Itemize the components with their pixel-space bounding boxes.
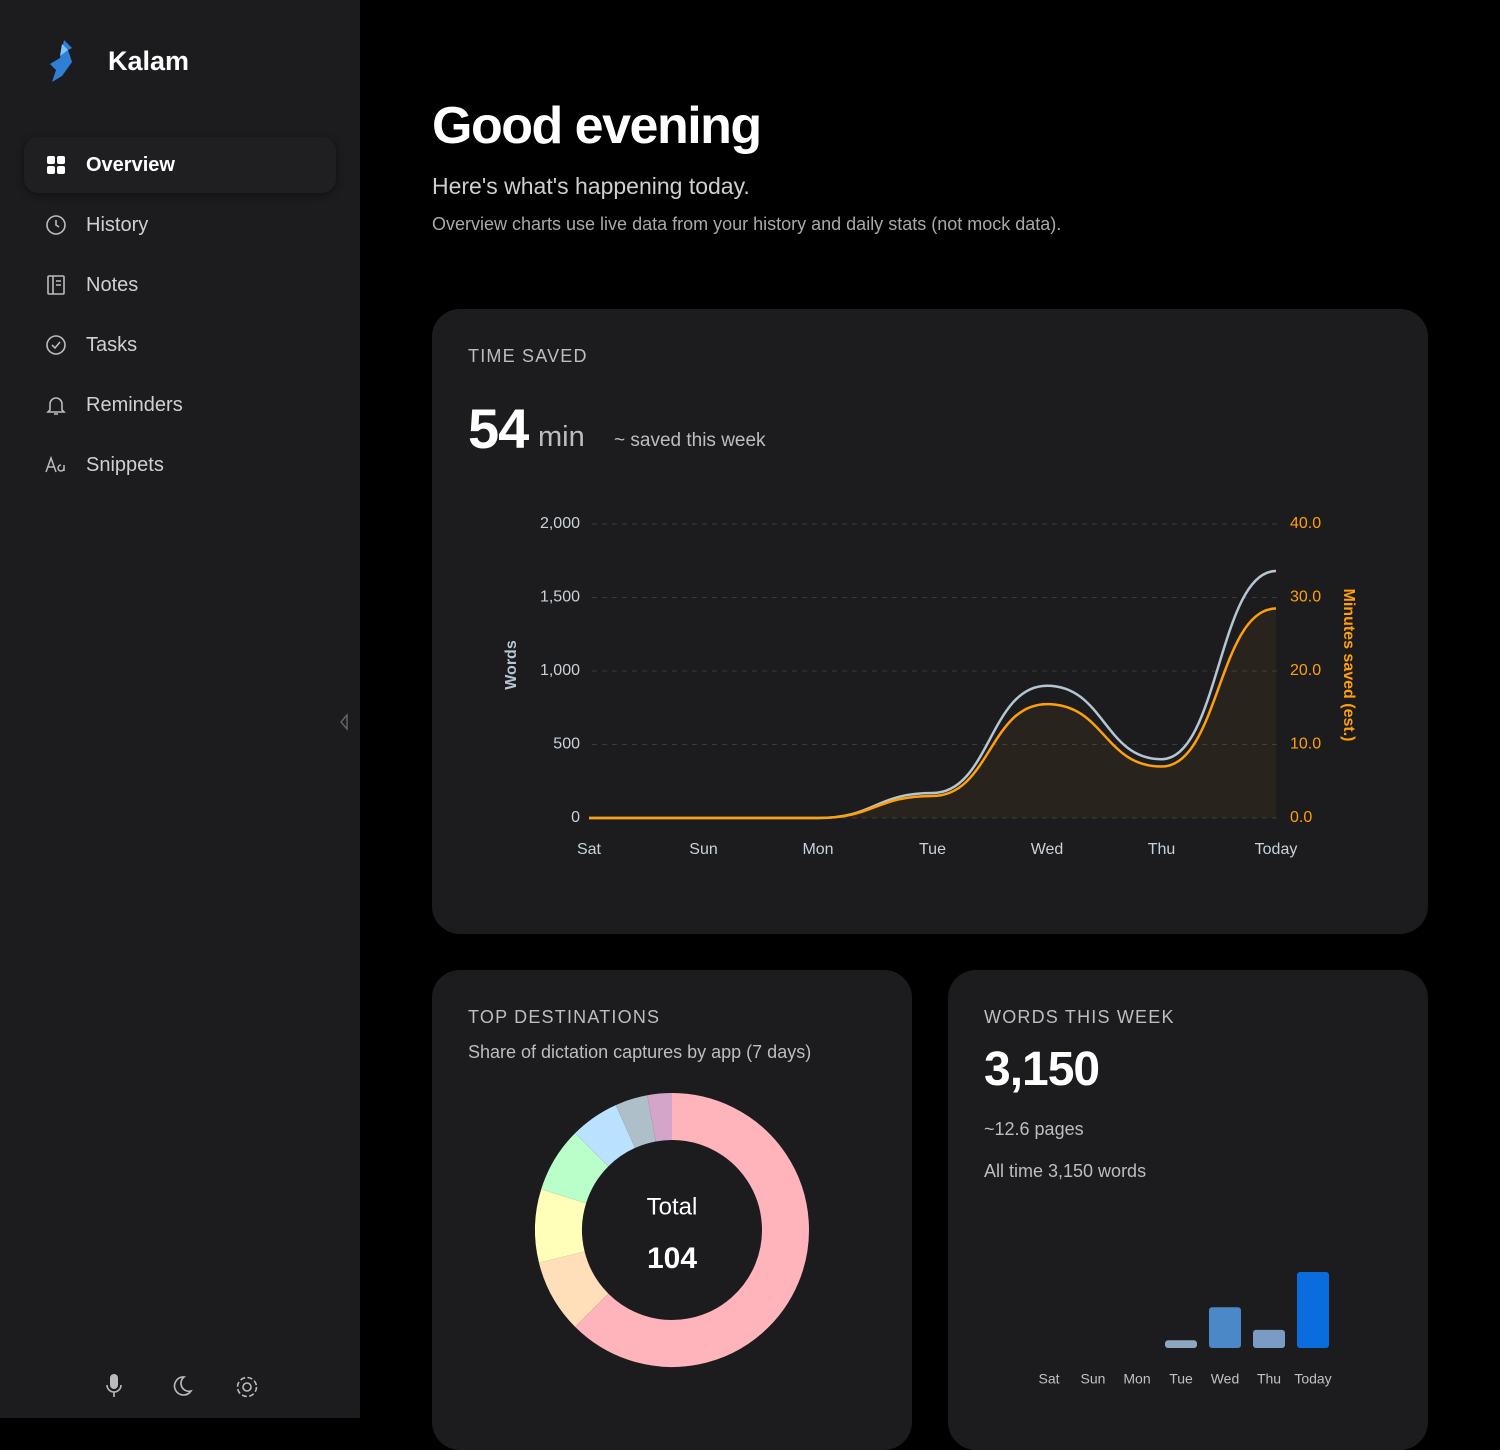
x-tick-label: Mon (1123, 1371, 1150, 1387)
nav-label: History (86, 213, 149, 236)
x-tick-label: Wed (1211, 1371, 1240, 1387)
bar (1297, 1272, 1329, 1348)
bar (1209, 1307, 1241, 1348)
donut-slice (615, 1095, 657, 1149)
subtitle: Here's what's happening today. (432, 173, 750, 199)
nav-label: Reminders (86, 393, 183, 416)
y-axis-label: Words (503, 640, 520, 690)
y2-tick-label: 0.0 (1290, 809, 1312, 826)
icon (47, 156, 65, 174)
y-tick-label: 2,000 (540, 515, 580, 532)
icon (46, 215, 66, 235)
x-tick-label: Sat (1038, 1371, 1059, 1387)
nav-label: Overview (86, 153, 175, 176)
y-tick-label: 0 (571, 809, 580, 826)
logo (50, 40, 72, 82)
x-tick-label: Sun (1081, 1371, 1106, 1387)
x-tick-label: Mon (802, 841, 833, 858)
sidebar: Kalam Overview History Notes Tasks Remin… (0, 0, 360, 1418)
y2-tick-label: 40.0 (1290, 515, 1321, 532)
x-tick-label: Tue (1169, 1371, 1193, 1387)
donut-slice (535, 1189, 587, 1263)
x-tick-label: Today (1255, 841, 1298, 858)
mic-button[interactable] (102, 1372, 126, 1400)
greeting: Good evening (432, 97, 762, 155)
pages: ~12.6 pages (984, 1119, 1084, 1139)
bar (1165, 1340, 1197, 1348)
nav-item[interactable]: Notes (24, 257, 336, 313)
nav-item[interactable]: Snippets (24, 437, 336, 493)
x-tick-label: Tue (919, 841, 946, 858)
card-title: TIME SAVED (468, 346, 588, 366)
destinations-card (432, 970, 912, 1450)
charts: 0 500 1,000 1,500 2,000 0.0 10.0 20.0 30.0 40.0 Sa… (503, 515, 1357, 1387)
area (589, 608, 1276, 818)
note: Overview charts use live data from your … (432, 214, 1062, 234)
x-tick-label: Today (1294, 1371, 1331, 1387)
headline-unit: min (538, 421, 585, 453)
icon (47, 275, 65, 295)
y-tick-label: 500 (553, 736, 580, 753)
y2-axis-label: Minutes saved (est.) (1340, 589, 1357, 742)
icon (46, 335, 66, 355)
x-tick-label: Thu (1257, 1371, 1281, 1387)
time-saved-card (432, 309, 1428, 934)
settings-button[interactable] (233, 1373, 261, 1401)
x-tick-label: Sun (689, 841, 717, 858)
y-tick-label: 1,500 (540, 589, 580, 606)
center-value: 104 (647, 1242, 697, 1275)
donut-slice (575, 1093, 809, 1367)
nav-item[interactable]: Tasks (24, 317, 336, 373)
app-name: Kalam (108, 46, 190, 76)
nav-label: Snippets (86, 453, 164, 476)
all-time: All time 3,150 words (984, 1161, 1147, 1181)
nav-item[interactable]: Reminders (24, 377, 336, 433)
nav-label: Tasks (86, 333, 138, 356)
card-subtitle: Share of dictation captures by app (7 da… (468, 1042, 812, 1062)
headline-value: 54 (468, 397, 529, 460)
donut-slice (575, 1105, 636, 1167)
card-title: TOP DESTINATIONS (468, 1007, 661, 1027)
nav-label: Notes (86, 273, 139, 296)
y-tick-label: 1,000 (540, 662, 580, 679)
x-tick-label: Wed (1031, 841, 1064, 858)
app: Kalam Overview History Notes Tasks Remin… (0, 0, 1428, 1450)
theme-button[interactable] (168, 1374, 194, 1400)
x-tick-label: Sat (577, 841, 602, 858)
caption: ~ saved this week (614, 430, 766, 451)
center-label: Total (647, 1193, 698, 1220)
donut-slice (538, 1250, 609, 1327)
words-card (948, 970, 1428, 1450)
icon (46, 397, 66, 415)
y2-tick-label: 10.0 (1290, 736, 1321, 753)
donut-slice (647, 1093, 673, 1142)
y2-tick-label: 30.0 (1290, 589, 1321, 606)
nav-item[interactable]: Overview (24, 137, 336, 193)
card-title: WORDS THIS WEEK (984, 1007, 1175, 1027)
donut-slice (541, 1133, 609, 1204)
bar (1253, 1329, 1285, 1348)
headline-value: 3,150 (984, 1043, 1100, 1096)
series-line (589, 607, 1277, 820)
nav-item[interactable]: History (24, 197, 336, 253)
x-tick-label: Thu (1148, 841, 1176, 858)
y2-tick-label: 20.0 (1290, 662, 1321, 679)
collapse-button[interactable] (337, 712, 351, 732)
icon (45, 455, 65, 473)
